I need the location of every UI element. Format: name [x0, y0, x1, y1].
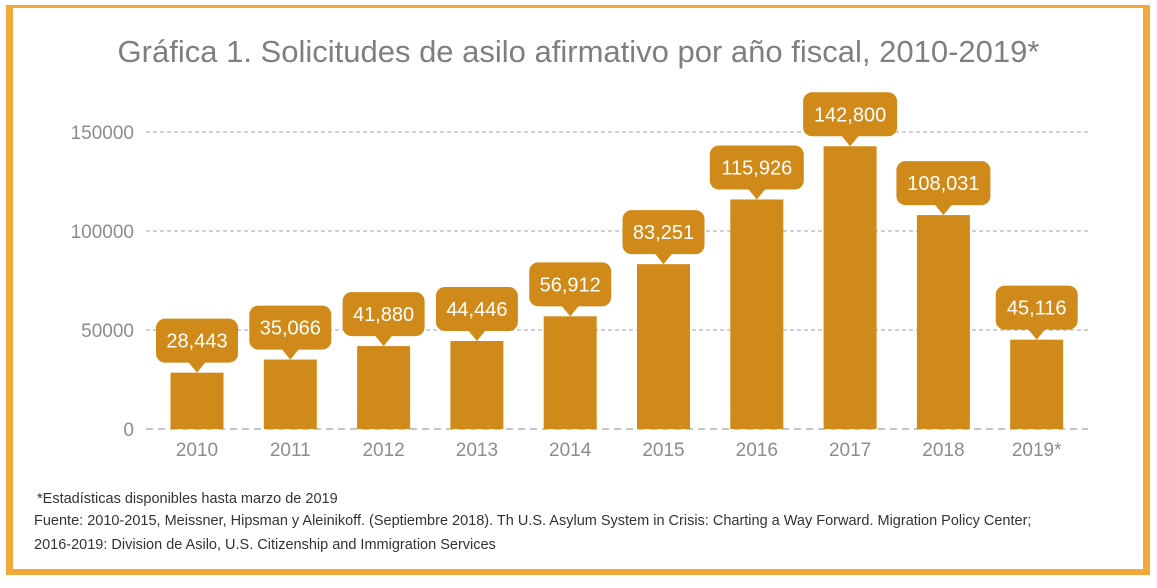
data-label-text: 44,446 [446, 299, 507, 321]
data-label-pointer [934, 204, 953, 216]
footnote-note: *Estadísticas disponibles hasta marzo de… [37, 491, 338, 507]
data-label-text: 41,880 [353, 304, 414, 326]
data-label-text: 115,926 [721, 157, 792, 179]
data-label: 44,446 [435, 286, 518, 341]
bars [170, 146, 1064, 430]
data-label: 41,880 [342, 292, 425, 347]
data-label-pointer [1027, 328, 1046, 340]
data-label-text: 108,031 [907, 173, 979, 195]
data-label-pointer [374, 335, 393, 347]
data-label: 83,251 [622, 210, 705, 265]
data-label-box [435, 286, 518, 331]
x-tick-label: 2010 [176, 440, 218, 461]
y-axis-ticks: 0 50000 100000 150000 [71, 123, 134, 441]
data-label-pointer [281, 348, 300, 360]
bar [357, 346, 411, 429]
data-label-box [896, 161, 991, 206]
data-label: 45,116 [995, 285, 1078, 340]
bar [1010, 339, 1064, 429]
x-tick-label: 2019* [1012, 440, 1062, 461]
data-label-pointer [747, 188, 766, 200]
data-label: 142,800 [803, 92, 898, 147]
data-labels: 28,443 35,066 41,880 44,446 56,912 83,251 115,… [156, 92, 1078, 373]
x-axis-ticks: 2010 2011 2012 2013 2014 2015 2016 2017 2018 2019… [176, 440, 1062, 461]
data-label-text: 35,066 [260, 318, 321, 340]
data-label-text: 45,116 [1007, 298, 1067, 320]
bar [730, 199, 784, 429]
bar [543, 316, 597, 429]
y-tick-label: 100000 [71, 222, 134, 243]
x-tick-label: 2012 [362, 440, 404, 461]
data-label-box [803, 92, 898, 137]
bar [823, 146, 877, 430]
footnote-source-line-1: Fuente: 2010-2015, Meissner, Hipsman y A… [34, 513, 1032, 529]
data-label: 56,912 [529, 262, 612, 317]
bar [916, 215, 970, 429]
data-label-pointer [188, 361, 206, 373]
data-label-pointer [654, 253, 673, 265]
x-tick-label: 2015 [642, 440, 684, 461]
x-tick-label: 2017 [829, 440, 871, 461]
x-tick-label: 2013 [456, 440, 498, 461]
y-tick-label: 0 [123, 420, 134, 441]
data-label-text: 142,800 [814, 104, 886, 126]
y-tick-label: 150000 [71, 123, 134, 144]
bar [263, 359, 317, 429]
data-label-box [249, 305, 332, 350]
data-label-box [709, 145, 804, 190]
data-label-text: 56,912 [540, 274, 601, 296]
data-label-text: 28,443 [166, 331, 227, 353]
data-label-box [342, 292, 425, 337]
data-label-box [622, 210, 705, 255]
data-label-box [156, 318, 238, 363]
data-label: 108,031 [896, 161, 991, 216]
data-label-pointer [561, 305, 580, 317]
data-label-pointer [841, 135, 860, 147]
data-label-box [529, 262, 612, 307]
data-label: 35,066 [249, 305, 332, 360]
x-tick-label: 2018 [922, 440, 964, 461]
chart-title: Gráfica 1. Solicitudes de asilo afirmati… [117, 34, 1040, 69]
x-tick-label: 2011 [270, 440, 311, 461]
data-label-box [995, 285, 1078, 330]
footnote-source-line-2: 2016-2019: Division de Asilo, U.S. Citiz… [34, 537, 496, 553]
x-tick-label: 2014 [549, 440, 592, 461]
bar [170, 372, 224, 429]
data-label: 28,443 [156, 318, 238, 373]
bar [637, 264, 690, 429]
data-label-pointer [467, 329, 486, 341]
bar [450, 340, 504, 429]
x-tick-label: 2016 [736, 440, 778, 461]
data-label-text: 83,251 [633, 222, 694, 244]
y-tick-label: 50000 [81, 321, 134, 342]
data-label: 115,926 [709, 145, 804, 200]
